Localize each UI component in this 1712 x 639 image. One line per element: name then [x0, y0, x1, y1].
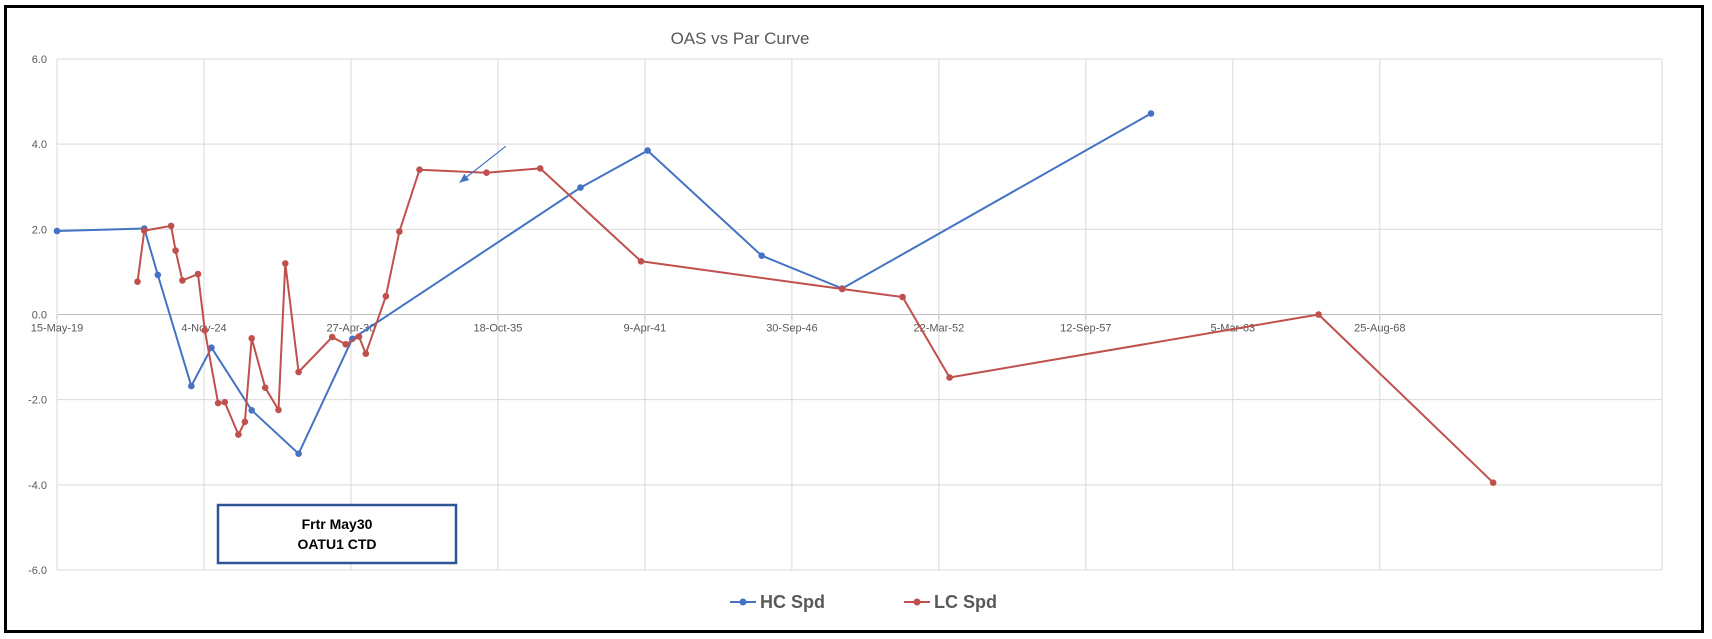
data-point-lc-spd — [536, 165, 544, 172]
annotation-arrow-head — [459, 173, 470, 183]
gridlines — [56, 58, 1663, 571]
data-point-lc-spd — [214, 399, 222, 407]
data-point-lc-spd — [382, 292, 390, 300]
x-tick-label: 15-May-19 — [31, 323, 84, 335]
data-point-lc-spd — [362, 350, 370, 358]
data-point-lc-spd — [248, 335, 255, 342]
legend-item-lc-spd: LC Spd — [904, 592, 997, 612]
x-tick-label: 30-Sep-46 — [766, 323, 817, 335]
data-point-lc-spd — [261, 384, 269, 392]
data-point-lc-spd — [396, 228, 403, 235]
data-point-lc-spd — [328, 333, 336, 341]
data-point-hc-spd — [248, 407, 255, 414]
data-point-lc-spd — [483, 169, 490, 176]
data-point-hc-spd — [758, 252, 765, 259]
legend: HC Spd LC Spd — [730, 592, 997, 612]
annotation-arrow — [459, 145, 507, 183]
data-point-lc-spd — [295, 368, 302, 376]
data-point-hc-spd — [188, 382, 195, 390]
data-point-lc-spd — [946, 374, 953, 381]
data-point-lc-spd — [221, 398, 229, 406]
data-point-lc-spd — [416, 166, 423, 173]
x-tick-label: 18-Oct-35 — [473, 323, 522, 335]
data-point-lc-spd — [899, 293, 906, 301]
series-lc-spd — [134, 165, 1497, 487]
y-tick-label: -4.0 — [28, 480, 47, 492]
data-point-hc-spd — [644, 147, 651, 154]
y-tick-label: 0.0 — [32, 310, 47, 322]
data-point-lc-spd — [194, 270, 202, 278]
data-point-lc-spd — [201, 327, 209, 334]
data-point-lc-spd — [134, 278, 141, 286]
data-point-hc-spd — [53, 227, 61, 235]
data-point-lc-spd — [342, 341, 350, 348]
data-point-lc-spd — [167, 222, 175, 230]
x-axis: 15-May-194-Nov-2427-Apr-3018-Oct-359-Apr… — [31, 314, 1405, 335]
data-point-hc-spd — [295, 450, 302, 458]
data-point-lc-spd — [141, 227, 148, 234]
x-tick-label: 9-Apr-41 — [624, 323, 667, 335]
y-tick-label: 4.0 — [32, 139, 47, 151]
x-tick-label: 12-Sep-57 — [1060, 323, 1111, 335]
data-point-lc-spd — [241, 418, 249, 426]
legend-label-hc-spd: HC Spd — [760, 592, 825, 612]
legend-label-lc-spd: LC Spd — [934, 592, 997, 612]
y-axis-tick-labels: 6.0 4.0 2.0 0.0 -2.0 -4.0 -6.0 — [28, 54, 47, 577]
data-point-hc-spd — [577, 184, 584, 191]
data-point-lc-spd — [282, 260, 289, 267]
data-point-lc-spd — [172, 247, 179, 254]
data-point-lc-spd — [179, 277, 186, 284]
y-tick-label: 2.0 — [32, 224, 47, 236]
data-point-lc-spd — [235, 431, 242, 438]
data-point-lc-spd — [355, 333, 363, 340]
data-point-lc-spd — [1489, 479, 1497, 487]
annotation-box: Frtr May30 OATU1 CTD — [216, 503, 458, 565]
annotation-box-frame — [216, 503, 458, 565]
x-tick-label: 25-Aug-68 — [1354, 323, 1405, 335]
y-tick-label: -6.0 — [28, 565, 47, 577]
chart-title: OAS vs Par Curve — [671, 29, 810, 48]
series-layer — [53, 110, 1497, 487]
annotation-line-1: Frtr May30 — [302, 516, 373, 532]
data-point-lc-spd — [838, 285, 846, 293]
legend-item-hc-spd: HC Spd — [730, 592, 825, 612]
legend-marker-lc-spd — [913, 598, 921, 606]
data-point-hc-spd — [1147, 110, 1155, 117]
y-tick-label: -2.0 — [28, 395, 47, 407]
data-point-hc-spd — [154, 271, 162, 279]
data-point-lc-spd — [1315, 311, 1322, 318]
data-point-lc-spd — [637, 258, 645, 265]
annotation-arrow-shaft — [459, 145, 507, 183]
annotation-line-2: OATU1 CTD — [297, 536, 376, 552]
data-point-hc-spd — [208, 344, 215, 352]
x-tick-label: 22-Mar-52 — [913, 323, 964, 335]
data-point-lc-spd — [275, 406, 282, 414]
legend-marker-hc-spd — [739, 598, 747, 606]
y-tick-label: 6.0 — [32, 54, 47, 66]
